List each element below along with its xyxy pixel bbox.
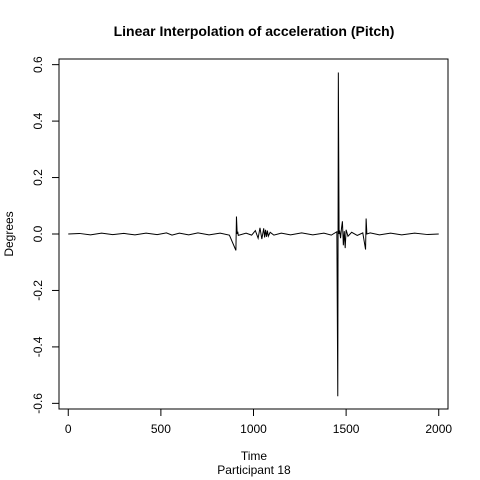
- y-tick-label: 0.4: [31, 112, 45, 129]
- y-tick-label: -0.6: [31, 393, 45, 414]
- y-tick-label: -0.2: [31, 280, 45, 301]
- series-layer: [68, 72, 439, 397]
- x-tick-label: 1500: [333, 422, 360, 436]
- y-tick-label: -0.4: [31, 336, 45, 357]
- x-tick-label: 500: [151, 422, 171, 436]
- y-tick-label: 0.2: [31, 169, 45, 186]
- chart-title: Linear Interpolation of acceleration (Pi…: [114, 23, 395, 39]
- y-tick-label: 0.6: [31, 56, 45, 73]
- x-axis-label: Time: [241, 449, 268, 463]
- x-tick-label: 0: [65, 422, 72, 436]
- y-axis: -0.6 -0.4 -0.2 0.0 0.2 0.4 0.6: [31, 56, 60, 414]
- x-tick-label: 1000: [240, 422, 267, 436]
- x-tick-label: 2000: [425, 422, 452, 436]
- participant-label: Participant 18: [217, 463, 291, 477]
- y-tick-label: 0.0: [31, 225, 45, 242]
- x-axis: 0 500 1000 1500 2000: [65, 408, 452, 436]
- y-axis-label: Degrees: [2, 211, 16, 256]
- series-line: [68, 72, 439, 397]
